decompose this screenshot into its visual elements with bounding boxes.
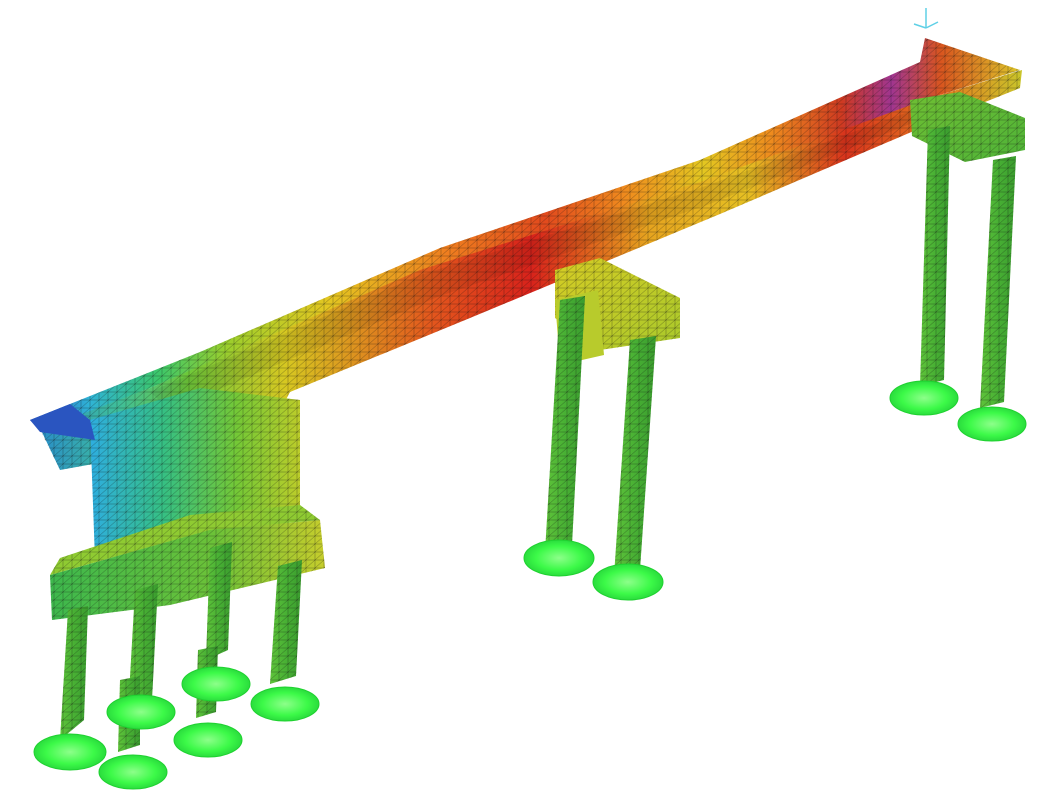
pile-cap-left	[50, 505, 325, 620]
support-footing	[173, 722, 243, 758]
support-footing	[889, 380, 959, 416]
pier-column	[614, 336, 656, 576]
support-footing	[98, 754, 168, 790]
coordinate-triad-icon	[913, 8, 939, 29]
support-footing	[592, 563, 664, 601]
bridge-deck	[30, 38, 1022, 470]
pier-column	[980, 156, 1016, 408]
pile-column	[60, 606, 88, 740]
pile-column	[206, 542, 232, 660]
pier-column	[545, 296, 585, 552]
pier-column	[920, 126, 950, 386]
support-footing	[33, 733, 107, 771]
support-footing	[523, 539, 595, 577]
support-footing	[106, 694, 176, 730]
support-footing	[957, 406, 1027, 442]
pier-right	[910, 92, 1025, 408]
support-footing	[181, 666, 251, 702]
pier-middle	[545, 258, 680, 576]
fixed-supports	[33, 380, 1027, 790]
pile-column	[270, 560, 302, 684]
support-footing	[250, 686, 320, 722]
pile-group-left	[60, 542, 302, 752]
